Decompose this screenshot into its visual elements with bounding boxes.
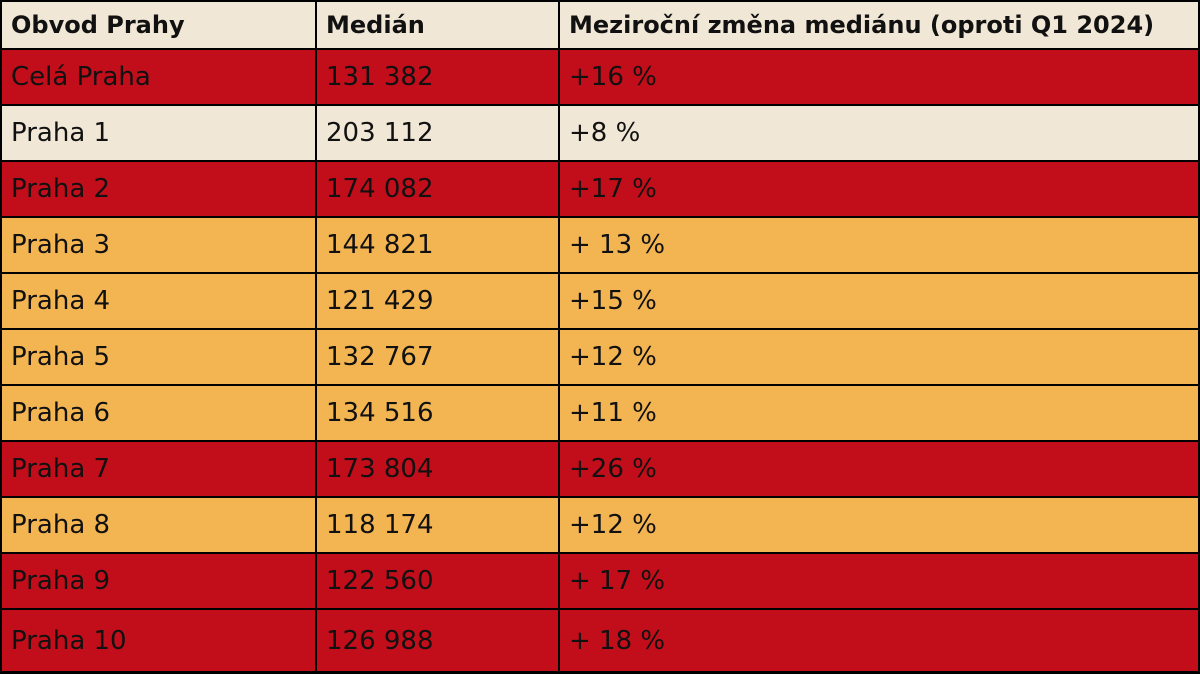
- change-cell: +26 %: [560, 442, 1200, 498]
- median-cell: 203 112: [317, 106, 560, 162]
- column-header-district: Obvod Prahy: [0, 0, 317, 50]
- change-cell: +8 %: [560, 106, 1200, 162]
- column-header-change: Meziroční změna mediánu (oproti Q1 2024): [560, 0, 1200, 50]
- district-cell: Praha 9: [0, 554, 317, 610]
- district-cell: Praha 2: [0, 162, 317, 218]
- median-cell: 134 516: [317, 386, 560, 442]
- change-cell: +16 %: [560, 50, 1200, 106]
- change-cell: +11 %: [560, 386, 1200, 442]
- change-cell: +15 %: [560, 274, 1200, 330]
- district-cell: Praha 8: [0, 498, 317, 554]
- district-cell: Praha 3: [0, 218, 317, 274]
- change-cell: + 13 %: [560, 218, 1200, 274]
- column-header-median: Medián: [317, 0, 560, 50]
- change-cell: +12 %: [560, 498, 1200, 554]
- median-cell: 173 804: [317, 442, 560, 498]
- district-cell: Praha 5: [0, 330, 317, 386]
- district-cell: Praha 10: [0, 610, 317, 673]
- median-cell: 118 174: [317, 498, 560, 554]
- change-cell: +12 %: [560, 330, 1200, 386]
- median-cell: 121 429: [317, 274, 560, 330]
- median-cell: 174 082: [317, 162, 560, 218]
- median-cell: 131 382: [317, 50, 560, 106]
- change-cell: + 17 %: [560, 554, 1200, 610]
- district-cell: Praha 7: [0, 442, 317, 498]
- median-cell: 144 821: [317, 218, 560, 274]
- median-cell: 122 560: [317, 554, 560, 610]
- median-cell: 132 767: [317, 330, 560, 386]
- median-cell: 126 988: [317, 610, 560, 673]
- change-cell: +17 %: [560, 162, 1200, 218]
- district-cell: Praha 4: [0, 274, 317, 330]
- district-cell: Celá Praha: [0, 50, 317, 106]
- district-cell: Praha 6: [0, 386, 317, 442]
- change-cell: + 18 %: [560, 610, 1200, 673]
- district-cell: Praha 1: [0, 106, 317, 162]
